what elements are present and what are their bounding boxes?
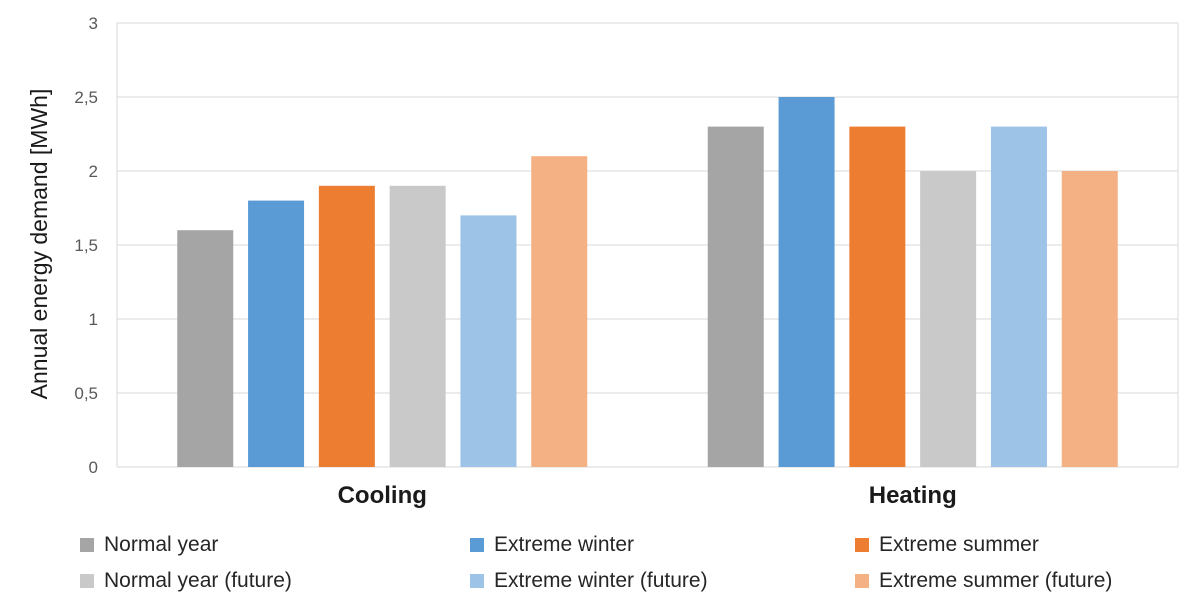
legend-label: Extreme winter xyxy=(494,533,635,556)
bar-heating-extreme-summer-future xyxy=(1061,171,1118,467)
legend-item: Extreme winter (future) xyxy=(470,564,708,598)
y-tick-label: 0,5 xyxy=(74,384,98,403)
legend-swatch xyxy=(470,574,484,588)
bars xyxy=(177,97,1118,468)
y-tick-label: 2,5 xyxy=(74,88,98,107)
legend-swatch xyxy=(855,574,869,588)
legend-label: Normal year xyxy=(104,533,219,556)
bar-cooling-normal-year xyxy=(177,230,234,467)
legend-item: Extreme summer (future) xyxy=(855,564,1112,598)
y-tick-label: 2 xyxy=(89,162,98,181)
category-labels: Cooling Heating xyxy=(338,482,957,509)
y-tick-label: 1,5 xyxy=(74,236,98,255)
bar-cooling-extreme-summer xyxy=(318,185,375,468)
category-label: Cooling xyxy=(338,482,427,509)
bar-heating-normal-year xyxy=(707,126,764,467)
legend-label: Normal year (future) xyxy=(104,569,292,592)
bar-cooling-extreme-summer-future xyxy=(531,156,588,467)
legend-item: Extreme summer xyxy=(855,528,1039,562)
legend-swatch xyxy=(855,538,869,552)
bar-heating-extreme-summer xyxy=(849,126,906,467)
bar-heating-extreme-winter-future xyxy=(990,126,1047,467)
legend-item: Extreme winter xyxy=(470,528,634,562)
legend-label: Extreme summer xyxy=(879,533,1039,556)
legend-swatch xyxy=(80,574,94,588)
bar-cooling-extreme-winter xyxy=(248,200,305,467)
legend-swatch xyxy=(80,538,94,552)
y-tick-label: 0 xyxy=(89,458,98,477)
bar-heating-normal-year-future xyxy=(920,171,977,467)
category-label: Heating xyxy=(869,482,957,509)
bar-cooling-extreme-winter-future xyxy=(460,215,517,467)
bar-heating-extreme-winter xyxy=(778,97,835,467)
bar-chart: 0 0,5 1 1,5 2 2,5 3 Cooling Heating Annual ener… xyxy=(26,14,1179,509)
legend-label: Extreme winter (future) xyxy=(494,569,708,592)
bar-cooling-normal-year-future xyxy=(389,185,446,468)
y-tick-label: 1 xyxy=(89,310,98,329)
legend-label: Extreme summer (future) xyxy=(879,569,1113,592)
y-axis-title: Annual energy demand [MWh] xyxy=(26,89,52,400)
legend-swatch xyxy=(470,538,484,552)
legend: Normal year Extreme winter Extreme summer N… xyxy=(80,528,1180,608)
y-tick-labels: 0 0,5 1 1,5 2 2,5 3 xyxy=(74,14,98,477)
legend-item: Normal year xyxy=(80,528,218,562)
y-tick-label: 3 xyxy=(89,14,98,33)
legend-item: Normal year (future) xyxy=(80,564,292,598)
